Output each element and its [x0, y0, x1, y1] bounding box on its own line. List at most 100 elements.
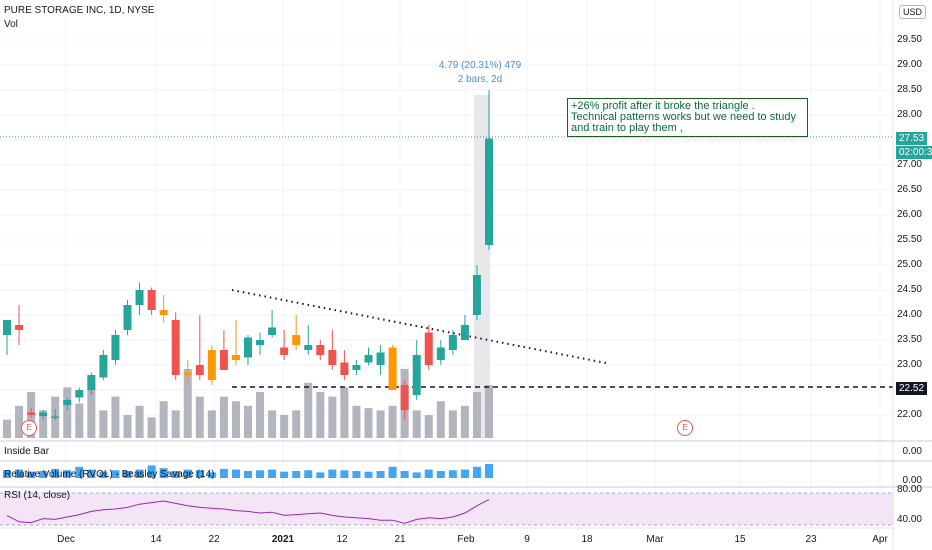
candle-body — [412, 355, 421, 395]
symbol-title[interactable]: PURE STORAGE INC, 1D, NYSE — [4, 5, 155, 16]
volume-bar — [231, 401, 240, 438]
candle-body — [195, 365, 204, 375]
rvol-bar — [316, 472, 325, 478]
annotation-note[interactable]: +26% profit after it broke the triangle … — [567, 98, 808, 137]
volume-bar — [316, 392, 325, 438]
price-axis-label: 28.00 — [896, 109, 922, 120]
volume-bar — [304, 382, 313, 438]
measure-line2: 2 bars, 2d — [457, 74, 503, 85]
candle-body — [207, 350, 216, 380]
volume-bar — [280, 415, 289, 438]
candle-body — [3, 320, 11, 335]
volume-bar — [195, 396, 204, 438]
currency-badge[interactable]: USD — [899, 5, 927, 19]
price-axis-label: 26.50 — [896, 184, 922, 195]
rvol-bar — [268, 469, 277, 478]
time-axis-label: Feb — [457, 534, 475, 545]
note-line3: and train to play them , — [571, 122, 683, 134]
volume-bar — [412, 410, 421, 438]
rvol-bar — [304, 470, 313, 478]
rvol-bar — [135, 469, 144, 478]
rvol-bar — [340, 470, 349, 478]
volume-label: Vol — [4, 19, 18, 30]
volume-bar — [244, 405, 252, 438]
candle-body — [472, 275, 481, 315]
volume-bar — [15, 405, 24, 438]
candle-body — [27, 412, 36, 415]
rvol-bar — [183, 469, 192, 478]
rsi-label[interactable]: RSI (14, close) — [4, 490, 71, 501]
rvol-bar — [352, 471, 361, 478]
rvol-bar — [460, 469, 469, 478]
candle-body — [183, 372, 192, 375]
candle-body — [400, 385, 409, 410]
rsi-line — [6, 498, 490, 524]
inside-bar-label[interactable]: Inside Bar — [4, 446, 50, 457]
bar-countdown-tag: 02:00:33 — [896, 146, 932, 159]
price-axis-label: 27.00 — [896, 159, 922, 170]
candle-body — [51, 416, 60, 418]
measure-line1: 4.79 (20.31%) 479 — [438, 60, 522, 71]
level-price-tag: 22.52 — [896, 382, 928, 395]
candle-body — [15, 325, 24, 330]
candle-body — [244, 337, 252, 358]
volume-bar — [87, 378, 96, 438]
time-axis-label: 23 — [805, 534, 817, 545]
volume-bar — [388, 405, 397, 438]
price-axis-label: 24.50 — [896, 284, 922, 295]
volume-bar — [472, 392, 481, 438]
candle-body — [316, 345, 325, 355]
rvol-bar — [171, 471, 180, 478]
price-axis-label: 26.00 — [896, 209, 922, 220]
candle-body — [268, 327, 277, 335]
candle-body — [485, 138, 493, 245]
volume-bar — [99, 410, 108, 438]
rvol-bar — [256, 470, 265, 478]
rvol-bar — [39, 471, 48, 478]
volume-bar — [159, 401, 168, 438]
rvol-label[interactable]: Relative Volume (RVOL) - Beasley Savage … — [4, 469, 215, 480]
rvol-bar — [15, 469, 24, 478]
volume-bar — [219, 396, 228, 438]
rvol-bar — [292, 471, 301, 478]
time-axis-label: 15 — [734, 534, 746, 545]
candle-body — [424, 332, 433, 365]
rsi-lower-value: 40.00 — [896, 514, 922, 525]
rvol-bar — [280, 471, 289, 478]
rvol-bar — [219, 468, 228, 478]
pane-separators — [0, 440, 932, 488]
rvol-bar — [376, 471, 385, 478]
time-axis-label: 18 — [581, 534, 593, 545]
candle-body — [87, 375, 96, 390]
candle-body — [171, 320, 180, 375]
price-axis-label: 25.00 — [896, 259, 922, 270]
candle-body — [159, 310, 168, 315]
earnings-marker-1[interactable]: E — [21, 420, 37, 436]
earnings-marker-2[interactable]: E — [677, 420, 693, 436]
rvol-bar — [436, 471, 445, 478]
candle-body — [328, 350, 337, 365]
volume-bar — [111, 396, 120, 438]
rvol-bar — [244, 471, 252, 478]
price-axis-label: 25.50 — [896, 234, 922, 245]
volume-bar — [171, 410, 180, 438]
volume-bar — [448, 410, 457, 438]
rsi-band — [0, 493, 893, 525]
time-axis-label: Dec — [57, 534, 75, 545]
candle-body — [388, 347, 397, 390]
volume-bar — [352, 405, 361, 438]
candle-body — [99, 355, 108, 378]
candle-body — [304, 345, 313, 350]
volume-bar — [328, 396, 337, 438]
time-axis-label: 12 — [336, 534, 348, 545]
volume-bar — [340, 387, 349, 438]
price-axis-label: 28.50 — [896, 84, 922, 95]
rvol-bar — [195, 470, 204, 478]
rvol-bar — [111, 470, 120, 478]
rvol-bar — [424, 469, 433, 478]
rvol-bar — [123, 471, 132, 478]
candle-body — [147, 290, 156, 310]
price-axis-label: 24.00 — [896, 309, 922, 320]
candlesticks — [3, 90, 493, 420]
